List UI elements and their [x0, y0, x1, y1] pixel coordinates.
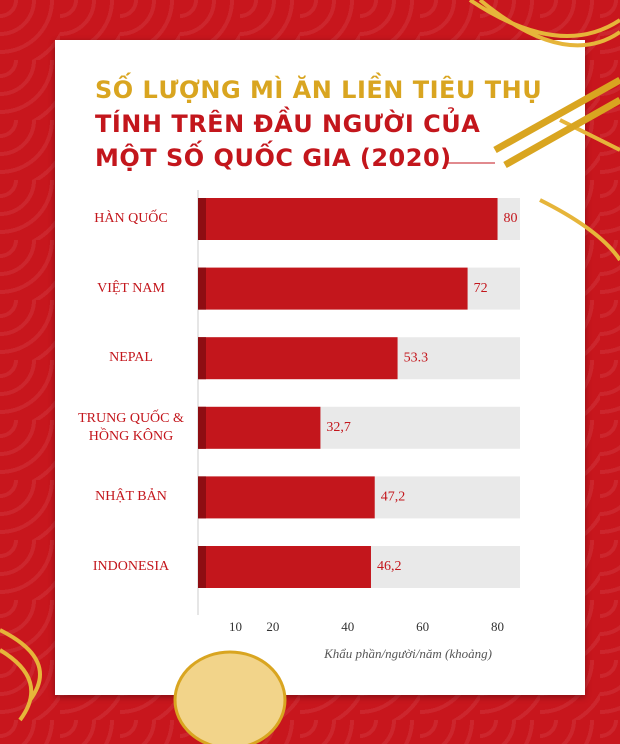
bar-cap [198, 267, 206, 310]
value-label: 47,2 [381, 490, 406, 505]
chopsticks [493, 76, 620, 169]
bar-cap [198, 476, 206, 519]
noodle-line [468, 0, 620, 262]
x-tick-label: 10 [229, 619, 242, 634]
bar [198, 198, 498, 240]
category-label: HÀN QUỐC [94, 211, 168, 226]
value-label: 32,7 [326, 420, 351, 435]
bar-cap [198, 406, 206, 449]
x-tick-label: 80 [491, 619, 504, 634]
noodle-line [0, 628, 42, 722]
bar-cap [198, 337, 206, 380]
title-line: SỐ LƯỢNG MÌ ĂN LIỀN TIÊU THỤ [95, 76, 543, 104]
bar-cap [198, 198, 206, 240]
value-label: 72 [474, 281, 488, 296]
category-label: INDONESIA [92, 559, 170, 574]
bar-cap [198, 546, 206, 588]
title-line: TÍNH TRÊN ĐẦU NGƯỜI CỦA [95, 110, 481, 138]
x-tick-label: 40 [341, 619, 354, 634]
value-label: 53.3 [404, 350, 429, 365]
title-line: MỘT SỐ QUỐC GIA (2020) [95, 144, 452, 172]
bar [198, 476, 375, 519]
bar [198, 406, 321, 449]
x-tick-label: 60 [416, 619, 429, 634]
value-label: 80 [504, 211, 518, 226]
bar [198, 546, 371, 588]
category-label: NEPAL [109, 350, 153, 366]
value-label: 46,2 [377, 559, 402, 574]
x-axis-label: Khẩu phần/người/năm (khoảng) [323, 646, 492, 661]
category-label: TRUNG QUỐC & HỒNG KÔNG [78, 410, 184, 444]
bar [198, 337, 398, 380]
bar [198, 267, 468, 310]
category-label: VIỆT NAM [97, 280, 165, 296]
x-tick-label: 20 [266, 619, 279, 634]
noodle-block [173, 650, 287, 744]
category-label: NHẬT BẢN [95, 489, 167, 505]
